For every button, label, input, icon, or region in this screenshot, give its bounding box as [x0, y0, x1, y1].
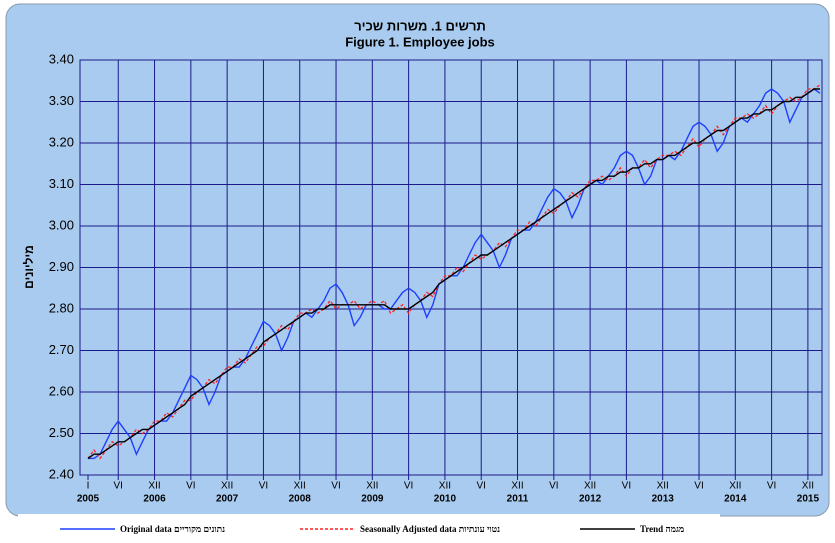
x-tick-label: VI	[549, 481, 558, 492]
legend-label: Original data נתונים מקוריים	[120, 524, 225, 534]
x-tick-label: XII	[439, 481, 451, 492]
x-tick-label: VI	[622, 481, 631, 492]
chart-subtitle: Figure 1. Employee jobs	[345, 34, 495, 49]
x-tick-label: VI	[694, 481, 703, 492]
year-label: 2009	[361, 494, 384, 505]
y-tick-label: 2.60	[49, 383, 74, 398]
x-tick-label: VI	[114, 481, 123, 492]
x-tick-label: XII	[584, 481, 596, 492]
y-tick-label: 2.80	[49, 300, 74, 315]
year-label: 2011	[507, 494, 529, 505]
y-tick-label: 2.70	[49, 342, 74, 357]
x-tick-label: VI	[476, 481, 485, 492]
year-label: 2005	[77, 494, 100, 505]
x-tick-label: XII	[221, 481, 233, 492]
y-tick-label: 2.40	[49, 466, 74, 481]
year-label: 2010	[434, 494, 457, 505]
x-tick-label: XII	[802, 481, 814, 492]
x-tick-label: VI	[767, 481, 776, 492]
series-line	[88, 88, 821, 460]
x-tick-label: VI	[331, 481, 340, 492]
x-tick-label: XII	[148, 481, 160, 492]
y-tick-label: 3.20	[49, 134, 74, 149]
x-tick-label: XII	[729, 481, 741, 492]
x-tick-label: VI	[404, 481, 413, 492]
year-label: 2006	[143, 494, 166, 505]
year-label: 2007	[216, 494, 239, 505]
year-label: 2013	[652, 494, 675, 505]
x-tick-label: I	[87, 481, 90, 492]
series-line	[87, 84, 821, 460]
year-label: 2008	[289, 494, 312, 505]
y-tick-label: 3.30	[49, 93, 74, 108]
y-tick-label: 2.90	[49, 259, 74, 274]
x-tick-label: XII	[657, 481, 669, 492]
chart-title: תרשים 1. משרות שכיר	[354, 18, 486, 33]
year-label: 2014	[724, 494, 747, 505]
y-tick-label: 3.00	[49, 217, 74, 232]
year-label: 2015	[797, 494, 820, 505]
x-tick-label: XII	[294, 481, 306, 492]
y-axis-label: מיליונים	[22, 245, 36, 289]
legend-label: Seasonally Adjusted data נטוי עונתיות	[360, 524, 500, 534]
x-tick-label: VI	[186, 481, 195, 492]
x-tick-label: XII	[366, 481, 378, 492]
y-tick-label: 2.50	[49, 425, 74, 440]
x-tick-label: XII	[511, 481, 523, 492]
year-label: 2012	[579, 494, 602, 505]
series-line	[87, 88, 820, 459]
legend-label: Trend מגמה	[640, 524, 684, 534]
x-tick-label: VI	[259, 481, 268, 492]
y-tick-label: 3.10	[49, 176, 74, 191]
y-tick-label: 3.40	[49, 51, 74, 66]
